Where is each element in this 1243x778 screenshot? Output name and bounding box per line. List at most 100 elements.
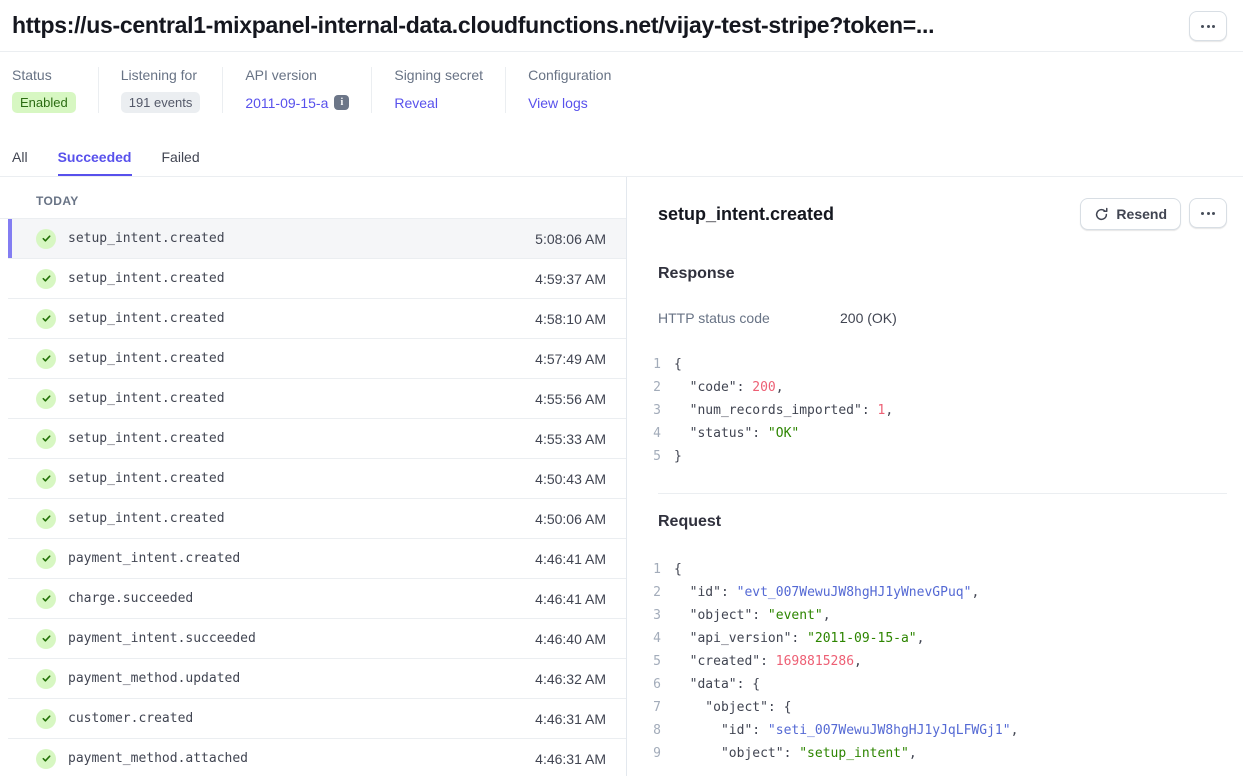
- meta-column: Signing secret Reveal: [371, 67, 505, 113]
- line-number: 3: [653, 403, 661, 418]
- event-row[interactable]: payment_intent.succeeded 4:46:40 AM: [8, 619, 626, 659]
- tab-succeeded[interactable]: Succeeded: [58, 149, 132, 176]
- event-time: 4:50:43 AM: [535, 470, 606, 487]
- event-name: payment_method.attached: [68, 751, 249, 766]
- meta-value: Enabled: [12, 92, 76, 113]
- response-code-block: 1{2 "code": 200, 3 "num_records_imported"…: [643, 353, 1227, 468]
- code-text: }: [674, 449, 682, 464]
- event-row[interactable]: setup_intent.created 4:50:43 AM: [8, 459, 626, 499]
- line-number: 2: [653, 380, 661, 395]
- resend-button[interactable]: Resend: [1080, 198, 1181, 230]
- event-row[interactable]: payment_method.updated 4:46:32 AM: [8, 659, 626, 699]
- meta-link-configuration[interactable]: View logs: [528, 94, 588, 111]
- event-row[interactable]: setup_intent.created 4:55:33 AM: [8, 419, 626, 459]
- event-row[interactable]: setup_intent.created 4:50:06 AM: [8, 499, 626, 539]
- line-number: 8: [653, 723, 661, 738]
- detail-actions: Resend: [1080, 198, 1227, 230]
- http-status-label: HTTP status code: [658, 310, 770, 326]
- content-split: TODAY setup_intent.created 5:08:06 AM se…: [0, 177, 1243, 776]
- success-check-icon: [36, 548, 56, 569]
- success-check-icon: [36, 228, 56, 249]
- header-more-button[interactable]: [1189, 11, 1227, 41]
- code-line: 1{: [643, 558, 1227, 581]
- event-time: 4:46:41 AM: [535, 590, 606, 607]
- http-status-row: HTTP status code 200 (OK): [658, 310, 1227, 326]
- meta-label: API version: [245, 67, 317, 83]
- http-status-value: 200 (OK): [840, 310, 897, 326]
- line-number: 6: [653, 677, 661, 692]
- success-check-icon: [36, 708, 56, 729]
- code-line: 6 "data": {: [643, 673, 1227, 696]
- line-number: 2: [653, 585, 661, 600]
- line-number: 4: [653, 631, 661, 646]
- success-check-icon: [36, 588, 56, 609]
- event-time: 4:46:40 AM: [535, 630, 606, 647]
- event-row[interactable]: setup_intent.created 4:55:56 AM: [8, 379, 626, 419]
- code-line: 4 "status": "OK": [643, 422, 1227, 445]
- event-row[interactable]: payment_intent.created 4:46:41 AM: [8, 539, 626, 579]
- code-text: "status": "OK": [674, 426, 800, 441]
- event-name: payment_intent.succeeded: [68, 631, 256, 646]
- event-row[interactable]: charge.succeeded 4:46:41 AM: [8, 579, 626, 619]
- header-bar: https://us-central1-mixpanel-internal-da…: [0, 0, 1243, 42]
- event-name: setup_intent.created: [68, 431, 225, 446]
- line-number: 4: [653, 426, 661, 441]
- event-name: setup_intent.created: [68, 271, 225, 286]
- event-name: setup_intent.created: [68, 391, 225, 406]
- code-line: 2 "code": 200,: [643, 376, 1227, 399]
- tab-all[interactable]: All: [12, 149, 28, 165]
- event-list-panel: TODAY setup_intent.created 5:08:06 AM se…: [0, 177, 627, 776]
- success-check-icon: [36, 308, 56, 329]
- code-text: "num_records_imported": 1,: [674, 403, 894, 418]
- event-time: 4:46:31 AM: [535, 710, 606, 727]
- code-line: 5 "created": 1698815286,: [643, 650, 1227, 673]
- event-time: 4:59:37 AM: [535, 270, 606, 287]
- event-time: 4:58:10 AM: [535, 310, 606, 327]
- event-row[interactable]: customer.created 4:46:31 AM: [8, 699, 626, 739]
- info-icon[interactable]: i: [334, 95, 350, 110]
- meta-link-api-version[interactable]: 2011-09-15-a: [245, 94, 329, 111]
- webhook-meta-row: Status Enabled Listening for 191 events …: [0, 52, 1243, 127]
- code-text: "object": {: [674, 700, 792, 715]
- meta-label: Status: [12, 67, 52, 83]
- event-row[interactable]: setup_intent.created 4:57:49 AM: [8, 339, 626, 379]
- event-name: charge.succeeded: [68, 591, 194, 606]
- meta-label: Listening for: [120, 67, 197, 83]
- success-check-icon: [36, 268, 56, 289]
- event-name: setup_intent.created: [68, 311, 225, 326]
- ellipsis-icon: [1201, 211, 1204, 215]
- detail-event-title: setup_intent.created: [658, 203, 835, 224]
- meta-label: Configuration: [528, 67, 612, 83]
- tab-failed[interactable]: Failed: [161, 149, 200, 165]
- meta-link-signing-secret[interactable]: Reveal: [394, 94, 438, 111]
- event-row[interactable]: setup_intent.created 4:58:10 AM: [8, 299, 626, 339]
- detail-more-button[interactable]: [1189, 198, 1227, 228]
- success-check-icon: [36, 508, 56, 529]
- event-name: setup_intent.created: [68, 471, 225, 486]
- line-number: 3: [653, 608, 661, 623]
- meta-value: 2011-09-15-a i: [245, 92, 350, 113]
- event-detail-panel: setup_intent.created Resend Response: [627, 177, 1243, 776]
- code-text: "object": "setup_intent",: [674, 746, 917, 761]
- meta-column: Status Enabled: [12, 67, 98, 113]
- success-check-icon: [36, 348, 56, 369]
- code-text: "data": {: [674, 677, 761, 692]
- event-row[interactable]: setup_intent.created 4:59:37 AM: [8, 259, 626, 299]
- event-name: payment_method.updated: [68, 671, 241, 686]
- event-time: 4:55:33 AM: [535, 430, 606, 447]
- code-line: 3 "num_records_imported": 1,: [643, 399, 1227, 422]
- meta-column: Listening for 191 events: [97, 67, 223, 113]
- event-rows: setup_intent.created 5:08:06 AM setup_in…: [0, 219, 626, 778]
- meta-column: Configuration View logs: [505, 67, 633, 113]
- code-line: 7 "object": {: [643, 696, 1227, 719]
- meta-value: Reveal: [394, 92, 483, 113]
- event-row[interactable]: payment_method.attached 4:46:31 AM: [8, 739, 626, 778]
- event-time: 5:08:06 AM: [535, 230, 606, 247]
- date-section-header: TODAY: [0, 177, 626, 219]
- code-line: 5}: [643, 445, 1227, 468]
- event-name: setup_intent.created: [68, 511, 225, 526]
- event-name: setup_intent.created: [68, 231, 225, 246]
- ellipsis-icon: [1201, 24, 1204, 28]
- line-number: 1: [653, 562, 661, 577]
- event-row[interactable]: setup_intent.created 5:08:06 AM: [8, 219, 626, 259]
